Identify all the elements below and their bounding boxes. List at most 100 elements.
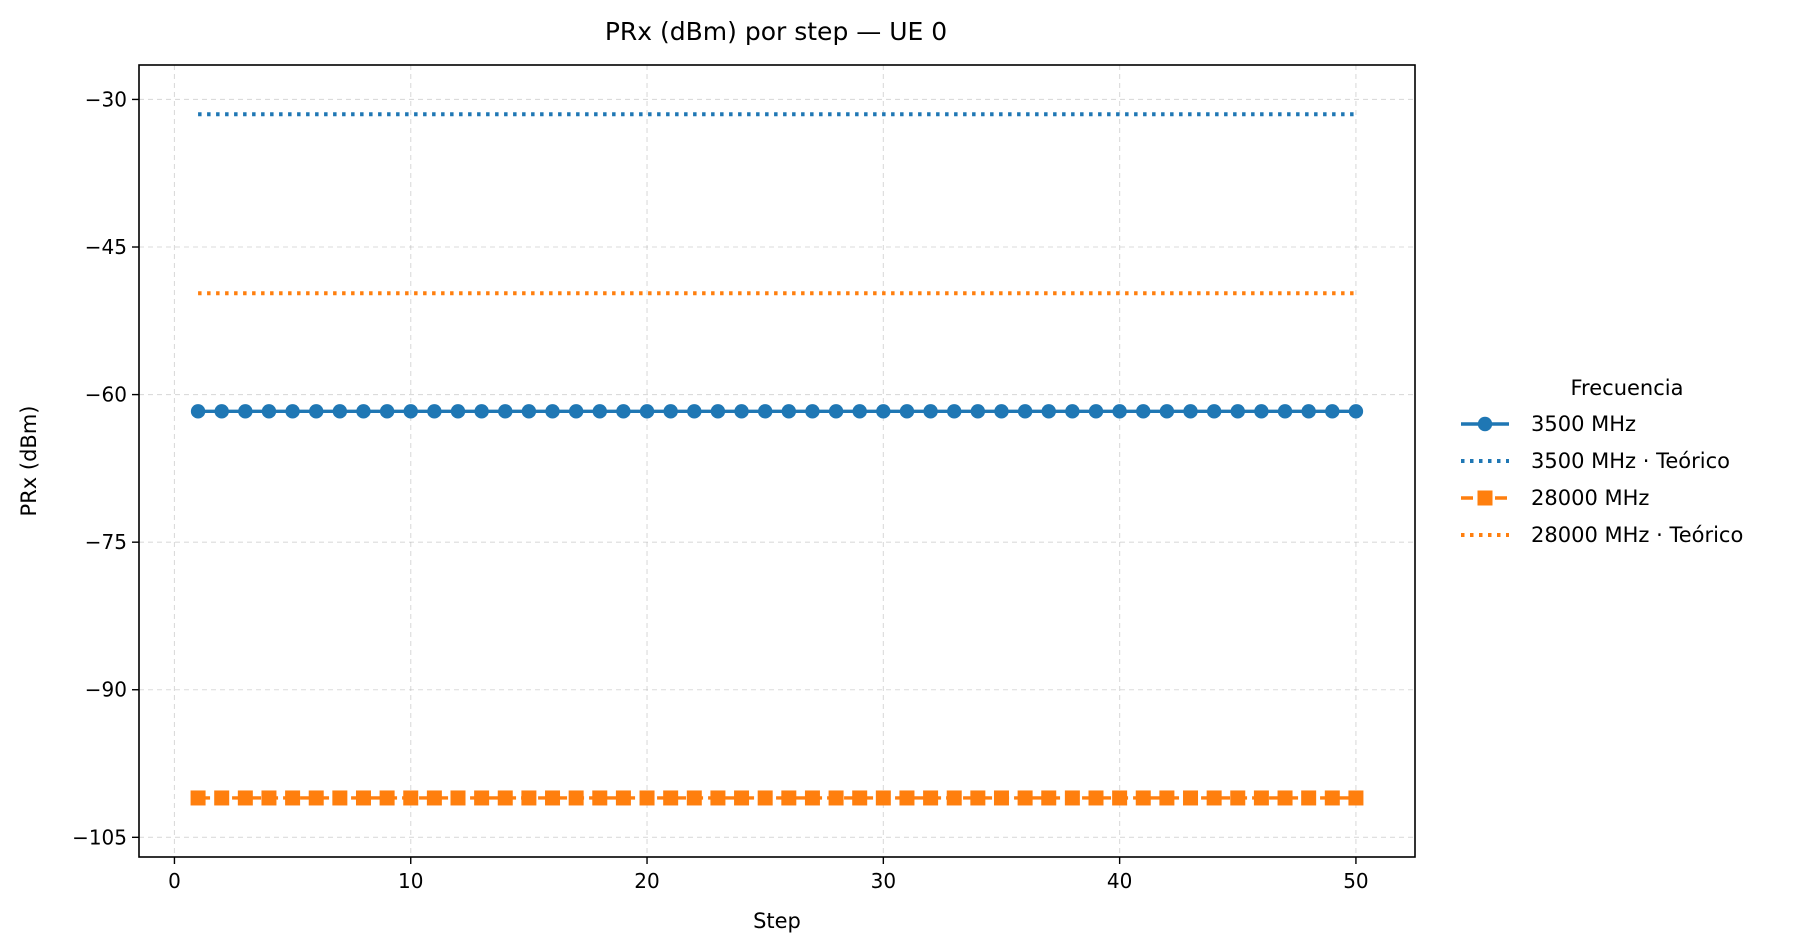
- data-point: [828, 790, 844, 806]
- data-point: [899, 404, 915, 419]
- legend-label: 3500 MHz: [1531, 412, 1636, 436]
- x-tick-label: 20: [634, 869, 659, 893]
- data-point: [1088, 790, 1104, 806]
- legend-title: Frecuencia: [1571, 376, 1684, 400]
- legend-item: 28000 MHz: [1461, 486, 1649, 510]
- data-point: [545, 404, 560, 419]
- data-point: [710, 404, 726, 419]
- data-point: [450, 404, 466, 419]
- y-tick-label: −45: [85, 235, 127, 259]
- legend: Frecuencia 3500 MHz 3500 MHz · Teórico 280…: [1461, 376, 1743, 547]
- data-point: [450, 790, 466, 806]
- data-point: [687, 404, 702, 419]
- data-point: [592, 404, 607, 419]
- data-point: [498, 404, 513, 419]
- data-point: [734, 404, 749, 419]
- data-point: [686, 790, 702, 806]
- data-point: [1348, 790, 1364, 806]
- chart-title: PRx (dBm) por step — UE 0: [605, 17, 947, 46]
- data-point: [757, 790, 773, 806]
- data-point: [946, 790, 962, 806]
- data-point: [1017, 790, 1033, 806]
- data-point: [1230, 404, 1245, 419]
- data-point: [237, 790, 253, 806]
- data-point: [876, 404, 891, 419]
- data-point: [1017, 404, 1033, 419]
- data-point: [1277, 404, 1293, 419]
- data-point: [568, 790, 584, 806]
- data-point: [285, 790, 301, 806]
- data-point: [427, 404, 442, 419]
- data-point: [521, 404, 537, 419]
- data-point: [1301, 790, 1317, 806]
- data-point: [757, 404, 773, 419]
- data-point: [1159, 790, 1175, 806]
- data-point: [190, 790, 206, 806]
- data-point: [332, 404, 348, 419]
- data-point: [1136, 404, 1151, 419]
- data-point: [970, 404, 986, 419]
- axes: 0 10 20 30 40 50 −30 −45 −60 −75 −90 −105: [72, 87, 1369, 893]
- data-point: [639, 790, 655, 806]
- data-point: [639, 404, 655, 419]
- data-point: [379, 790, 395, 806]
- data-point: [261, 404, 277, 419]
- data-point: [875, 790, 891, 806]
- data-point: [308, 790, 324, 806]
- y-tick-label: −75: [85, 530, 127, 554]
- series-layer: [190, 112, 1364, 806]
- data-point: [545, 790, 561, 806]
- data-point: [1254, 404, 1269, 419]
- data-point: [852, 404, 867, 419]
- data-point: [804, 790, 820, 806]
- data-point: [1159, 404, 1175, 419]
- data-point: [781, 790, 797, 806]
- y-tick-label: −90: [85, 678, 127, 702]
- legend-label: 3500 MHz · Teórico: [1531, 449, 1730, 473]
- gridlines: [139, 65, 1415, 857]
- data-point: [332, 790, 348, 806]
- data-point: [285, 404, 300, 419]
- data-point: [1325, 404, 1340, 419]
- data-point: [521, 790, 537, 806]
- data-point: [1064, 790, 1080, 806]
- data-point: [805, 404, 820, 419]
- data-point: [1065, 404, 1080, 419]
- data-point: [214, 404, 229, 419]
- data-point: [734, 790, 750, 806]
- data-point: [615, 790, 631, 806]
- data-point: [1041, 404, 1056, 419]
- series-3500-mhz: [190, 404, 1364, 419]
- x-tick-label: 40: [1107, 869, 1132, 893]
- legend-swatch-marker: [1477, 490, 1493, 506]
- data-point: [899, 790, 915, 806]
- data-point: [568, 404, 584, 419]
- x-tick-label: 0: [168, 869, 181, 893]
- data-point: [1135, 790, 1151, 806]
- data-point: [1348, 404, 1364, 419]
- data-point: [1277, 790, 1293, 806]
- y-tick-label: −30: [85, 87, 127, 111]
- x-tick-label: 50: [1343, 869, 1368, 893]
- data-point: [852, 790, 868, 806]
- data-point: [1112, 404, 1127, 419]
- data-point: [426, 790, 442, 806]
- data-point: [1041, 790, 1057, 806]
- data-point: [923, 404, 938, 419]
- legend-swatch-marker: [1477, 416, 1493, 432]
- y-tick-label: −105: [72, 825, 127, 849]
- x-tick-label: 30: [871, 869, 896, 893]
- data-point: [947, 404, 962, 419]
- data-point: [309, 404, 324, 419]
- data-point: [663, 404, 678, 419]
- data-point: [1324, 790, 1340, 806]
- data-point: [781, 404, 797, 419]
- data-point: [356, 404, 371, 419]
- data-point: [214, 790, 230, 806]
- data-point: [261, 790, 277, 806]
- data-point: [379, 404, 395, 419]
- data-point: [1206, 790, 1222, 806]
- data-point: [970, 790, 986, 806]
- data-point: [238, 404, 253, 419]
